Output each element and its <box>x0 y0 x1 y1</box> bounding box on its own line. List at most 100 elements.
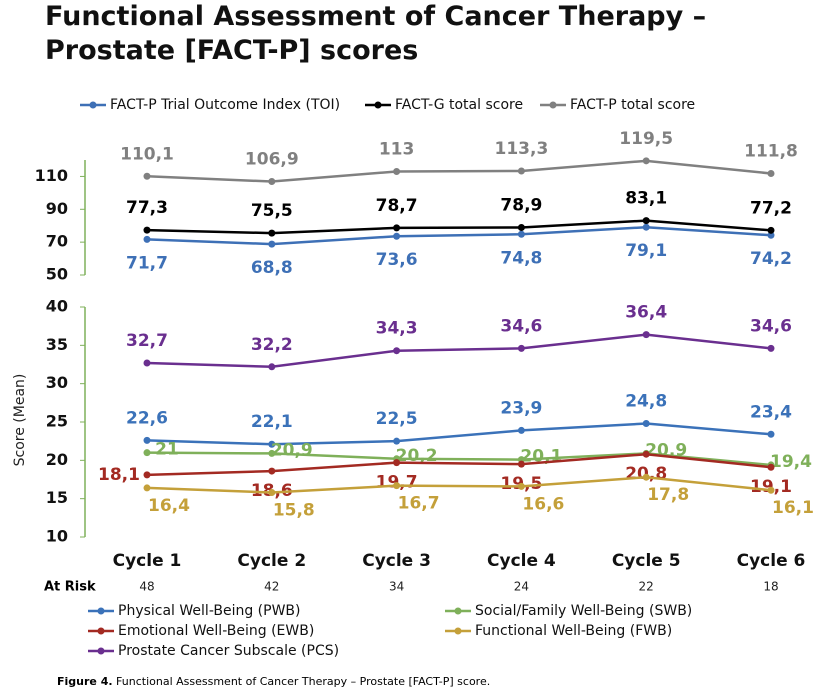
y-tick-label: 90 <box>46 199 68 218</box>
data-point <box>268 467 276 475</box>
at-risk-value: 22 <box>639 580 654 594</box>
data-point <box>143 359 151 367</box>
series-line <box>146 219 772 235</box>
series-line <box>146 159 772 183</box>
data-point <box>517 426 525 434</box>
data-point <box>393 224 401 232</box>
data-label: 79,1 <box>625 241 667 261</box>
data-label: 24,8 <box>625 392 667 412</box>
data-label: 22,5 <box>376 409 418 429</box>
data-label: 19,4 <box>770 452 812 472</box>
data-label: 111,8 <box>744 141 798 161</box>
data-label: 34,6 <box>500 316 542 336</box>
data-label: 16,7 <box>398 494 440 514</box>
data-label: 71,7 <box>126 253 168 273</box>
data-point <box>517 230 525 238</box>
y-tick-label: 40 <box>46 297 68 316</box>
data-point <box>767 226 775 234</box>
data-label: 23,9 <box>500 398 542 418</box>
data-point <box>642 217 650 225</box>
data-label: 110,1 <box>120 144 174 164</box>
legend-label: Prostate Cancer Subscale (PCS) <box>118 643 339 659</box>
data-label: 74,8 <box>500 248 542 268</box>
data-label: 106,9 <box>245 150 299 170</box>
legend-marker <box>454 627 462 635</box>
data-label: 16,4 <box>148 496 190 516</box>
data-point <box>393 437 401 445</box>
data-point <box>268 229 276 237</box>
data-point <box>767 344 775 352</box>
data-label: 36,4 <box>625 303 667 323</box>
x-tick-label: Cycle 2 <box>237 551 306 571</box>
data-point <box>642 223 650 231</box>
data-point <box>767 169 775 177</box>
data-point <box>143 436 151 444</box>
title-line: Functional Assessment of Cancer Therapy … <box>45 1 706 32</box>
legend-label: Social/Family Well-Being (SWB) <box>475 603 692 619</box>
y-tick-label: 110 <box>35 166 68 185</box>
data-label: 78,9 <box>500 196 542 216</box>
caption: Figure 4. Functional Assessment of Cance… <box>57 675 490 688</box>
y-tick-label: 70 <box>46 232 68 251</box>
data-label: 15,8 <box>273 501 315 521</box>
data-point <box>517 167 525 175</box>
data-point <box>143 471 151 479</box>
legend-label: Physical Well-Being (PWB) <box>118 603 301 619</box>
legend-marker <box>374 101 382 109</box>
x-tick-label: Cycle 3 <box>362 551 431 571</box>
data-label: 34,6 <box>750 316 792 336</box>
data-label: 16,6 <box>522 494 564 514</box>
data-point <box>268 489 276 497</box>
series-line <box>146 452 772 477</box>
data-label: 119,5 <box>619 129 673 149</box>
y-tick-label: 25 <box>46 412 68 431</box>
data-point <box>268 240 276 248</box>
data-label: 20,2 <box>396 446 438 466</box>
chart-title: Functional Assessment of Cancer Therapy … <box>45 1 706 66</box>
data-point <box>268 363 276 371</box>
data-label: 18,1 <box>98 465 140 485</box>
at-risk-label: At Risk <box>44 580 96 595</box>
legend-marker <box>97 627 105 635</box>
data-label: 34,3 <box>376 319 418 339</box>
data-label: 77,2 <box>750 198 792 218</box>
at-risk-value: 42 <box>264 580 279 594</box>
data-point <box>268 440 276 448</box>
y-tick-label: 30 <box>46 373 68 392</box>
data-point <box>767 463 775 471</box>
data-label: 23,4 <box>750 402 792 422</box>
legend-marker <box>97 607 105 615</box>
data-point <box>642 331 650 339</box>
data-label: 78,7 <box>376 196 418 216</box>
data-point <box>642 420 650 428</box>
y-tick-label: 15 <box>46 488 68 507</box>
series-line <box>146 333 772 369</box>
legend-label: FACT-G total score <box>395 97 523 113</box>
x-tick-label: Cycle 4 <box>487 551 556 571</box>
at-risk-value: 48 <box>139 580 154 594</box>
data-point <box>767 231 775 239</box>
y-tick-label: 20 <box>46 450 68 469</box>
data-label: 21 <box>155 440 179 460</box>
data-point <box>393 482 401 490</box>
series-line <box>146 225 772 246</box>
data-point <box>642 450 650 458</box>
data-label: 32,7 <box>126 331 168 351</box>
y-tick-label: 50 <box>46 265 68 284</box>
data-label: 113 <box>379 140 415 160</box>
data-label: 17,8 <box>647 485 689 505</box>
caption-text: Functional Assessment of Cancer Therapy … <box>116 675 490 688</box>
data-point <box>642 157 650 165</box>
series-line <box>146 475 772 494</box>
legend-label: FACT-P total score <box>570 97 695 113</box>
data-point <box>393 168 401 175</box>
data-point <box>393 459 401 467</box>
at-risk-value: 34 <box>389 580 404 594</box>
series-line <box>146 422 772 446</box>
data-point <box>767 430 775 438</box>
data-point <box>517 482 525 490</box>
data-point <box>143 449 151 457</box>
data-point <box>642 473 650 481</box>
data-label: 68,8 <box>251 258 293 278</box>
y-tick-label: 10 <box>46 527 68 546</box>
